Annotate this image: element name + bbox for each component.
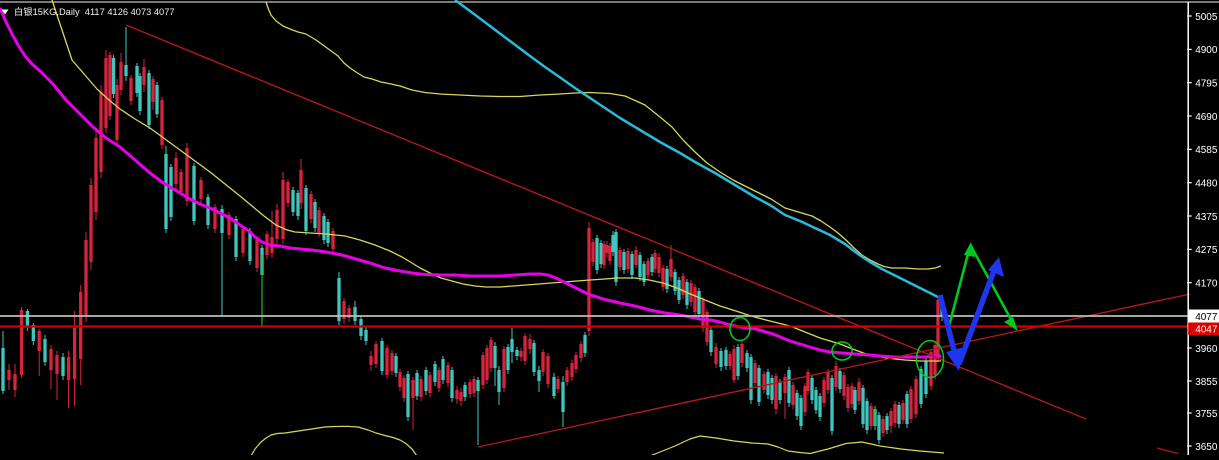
svg-text:4480: 4480 xyxy=(1195,179,1218,190)
svg-text:3855: 3855 xyxy=(1195,377,1218,388)
svg-text:4690: 4690 xyxy=(1195,112,1218,123)
svg-text:3960: 3960 xyxy=(1195,344,1218,355)
svg-text:4795: 4795 xyxy=(1195,79,1218,90)
svg-text:5005: 5005 xyxy=(1195,12,1218,23)
svg-text:4077: 4077 xyxy=(1195,312,1218,323)
svg-text:3650: 3650 xyxy=(1195,442,1218,453)
svg-text:4047: 4047 xyxy=(1195,325,1218,336)
svg-text:3755: 3755 xyxy=(1195,409,1218,420)
svg-text:4900: 4900 xyxy=(1195,45,1218,56)
svg-text:4585: 4585 xyxy=(1195,145,1218,156)
svg-text:4375: 4375 xyxy=(1195,212,1218,223)
svg-text:白银15KG,Daily 4117 4126 4073 4: 白银15KG,Daily 4117 4126 4073 4077 xyxy=(14,6,175,17)
svg-text:4275: 4275 xyxy=(1195,245,1218,256)
svg-text:4170: 4170 xyxy=(1195,279,1218,290)
